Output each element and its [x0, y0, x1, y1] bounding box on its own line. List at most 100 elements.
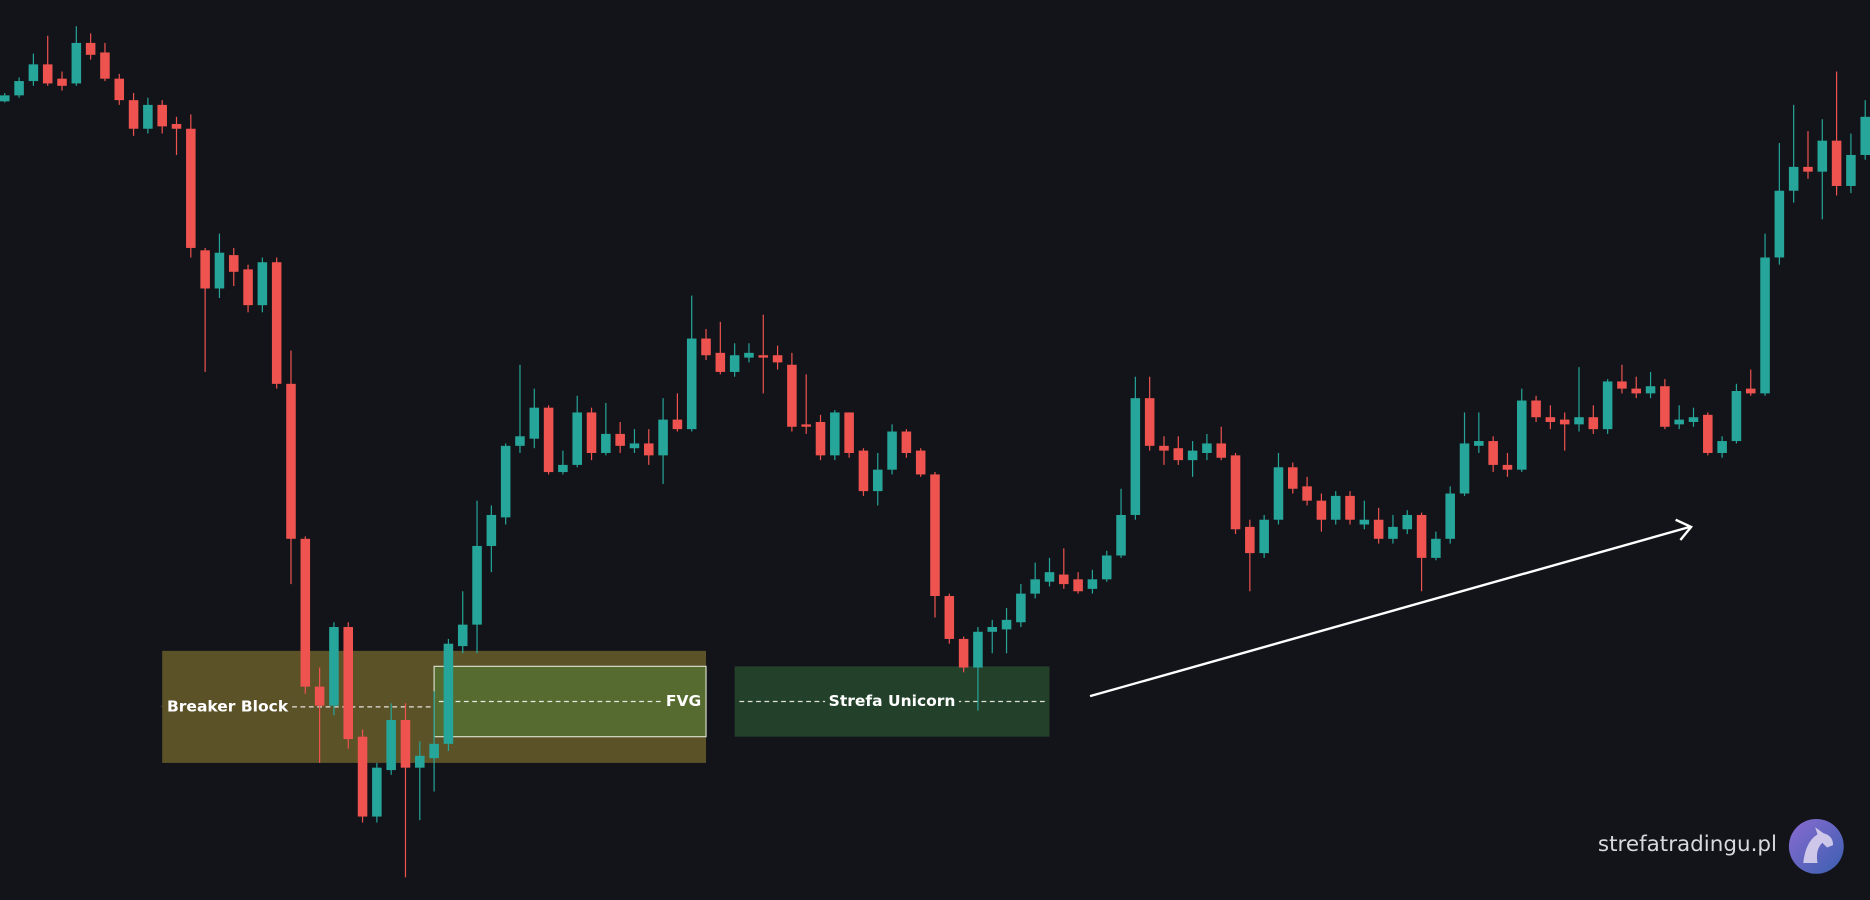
candle-body	[1016, 593, 1026, 623]
candle-body	[1502, 464, 1513, 470]
candle-body	[457, 624, 468, 647]
candle-body	[701, 338, 711, 356]
candle-body	[672, 419, 683, 430]
candle-body	[973, 631, 983, 668]
logo-unicorn	[1803, 827, 1834, 864]
candle-body	[1302, 486, 1312, 501]
candle-body	[28, 64, 39, 82]
candle-body	[1474, 441, 1484, 446]
candle-body	[744, 352, 754, 358]
candle-body	[1645, 386, 1656, 394]
candle-body	[372, 767, 382, 817]
candle-body	[1130, 398, 1141, 515]
candle-body	[400, 720, 411, 768]
candle-body	[887, 431, 897, 470]
candle-body	[1230, 455, 1241, 530]
candle-body	[872, 469, 883, 492]
candle-body	[844, 412, 854, 453]
candle-body	[1860, 116, 1870, 155]
candle-body	[300, 538, 311, 687]
candle-body	[1202, 443, 1212, 453]
candle-body	[1001, 619, 1012, 630]
candle-body	[1531, 400, 1541, 418]
candle-body	[1760, 257, 1770, 394]
candle-body	[415, 755, 425, 768]
candle-body	[429, 743, 439, 759]
candle-body	[228, 255, 239, 272]
candle-body	[1101, 555, 1112, 580]
candle-body	[343, 627, 354, 740]
candle-body	[1803, 166, 1813, 172]
candle-body	[386, 720, 396, 771]
candle-body	[1030, 579, 1040, 594]
zones: Breaker Block FVG Strefa Unicorn	[162, 650, 1050, 763]
candle-body	[1330, 495, 1341, 520]
candle-body	[1445, 493, 1455, 539]
zone-label: Breaker Block	[167, 697, 289, 715]
candle-body	[615, 433, 625, 446]
zone-label: FVG	[666, 692, 701, 710]
candle-body	[930, 474, 940, 597]
candle-body	[214, 252, 225, 289]
candle-body	[787, 364, 797, 427]
candle-body	[1559, 419, 1570, 425]
candle-body	[901, 431, 912, 453]
candle-body	[543, 407, 554, 473]
candle-body	[1574, 417, 1584, 425]
arrow-line	[1089, 525, 1691, 698]
trend-arrow	[1089, 518, 1694, 698]
candle-body	[243, 269, 253, 306]
candle-body	[114, 78, 125, 101]
candle-body	[772, 355, 783, 363]
candle-body	[801, 424, 811, 427]
candle-body	[586, 412, 597, 453]
candle-body	[0, 95, 10, 102]
candles	[0, 26, 1870, 878]
candle-body	[1373, 519, 1384, 539]
candle-body	[915, 450, 926, 475]
candle-body	[128, 100, 139, 129]
candle-body	[200, 250, 210, 289]
candle-body	[830, 412, 840, 456]
candle-body	[1316, 500, 1327, 520]
candle-body	[257, 262, 268, 306]
candle-body	[1087, 579, 1098, 589]
candle-body	[286, 383, 296, 539]
candle-body	[1745, 388, 1756, 394]
candle-body	[1431, 538, 1441, 558]
candle-body	[1617, 381, 1627, 389]
candle-body	[271, 262, 282, 384]
candle-body	[1717, 441, 1727, 453]
candle-body	[1788, 166, 1799, 191]
candle-body	[85, 42, 96, 55]
candle-body	[1831, 140, 1842, 186]
candle-body	[314, 686, 325, 706]
candle-body	[1516, 400, 1527, 470]
candle-body	[1388, 526, 1398, 539]
candle-body	[658, 419, 668, 456]
candle-body	[1044, 572, 1055, 582]
candle-body	[71, 42, 82, 84]
candle-body	[329, 627, 339, 706]
candle-body	[1216, 443, 1226, 458]
candle-body	[1488, 441, 1498, 465]
candle-body	[515, 436, 525, 446]
candle-body	[1059, 574, 1069, 585]
candle-body	[1345, 495, 1355, 520]
candle-body	[443, 643, 454, 744]
candle-body	[1674, 419, 1684, 425]
candle-body	[57, 78, 67, 86]
candle-body	[157, 104, 167, 127]
candle-body	[558, 464, 568, 473]
candle-body	[1602, 381, 1613, 430]
candle-body	[729, 355, 740, 372]
candle-body	[1187, 450, 1198, 461]
candle-body	[186, 128, 196, 248]
candle-body	[1416, 514, 1427, 558]
candle-body	[572, 412, 582, 465]
candle-body	[486, 514, 497, 546]
candle-body	[14, 81, 24, 96]
candle-body	[42, 64, 53, 84]
